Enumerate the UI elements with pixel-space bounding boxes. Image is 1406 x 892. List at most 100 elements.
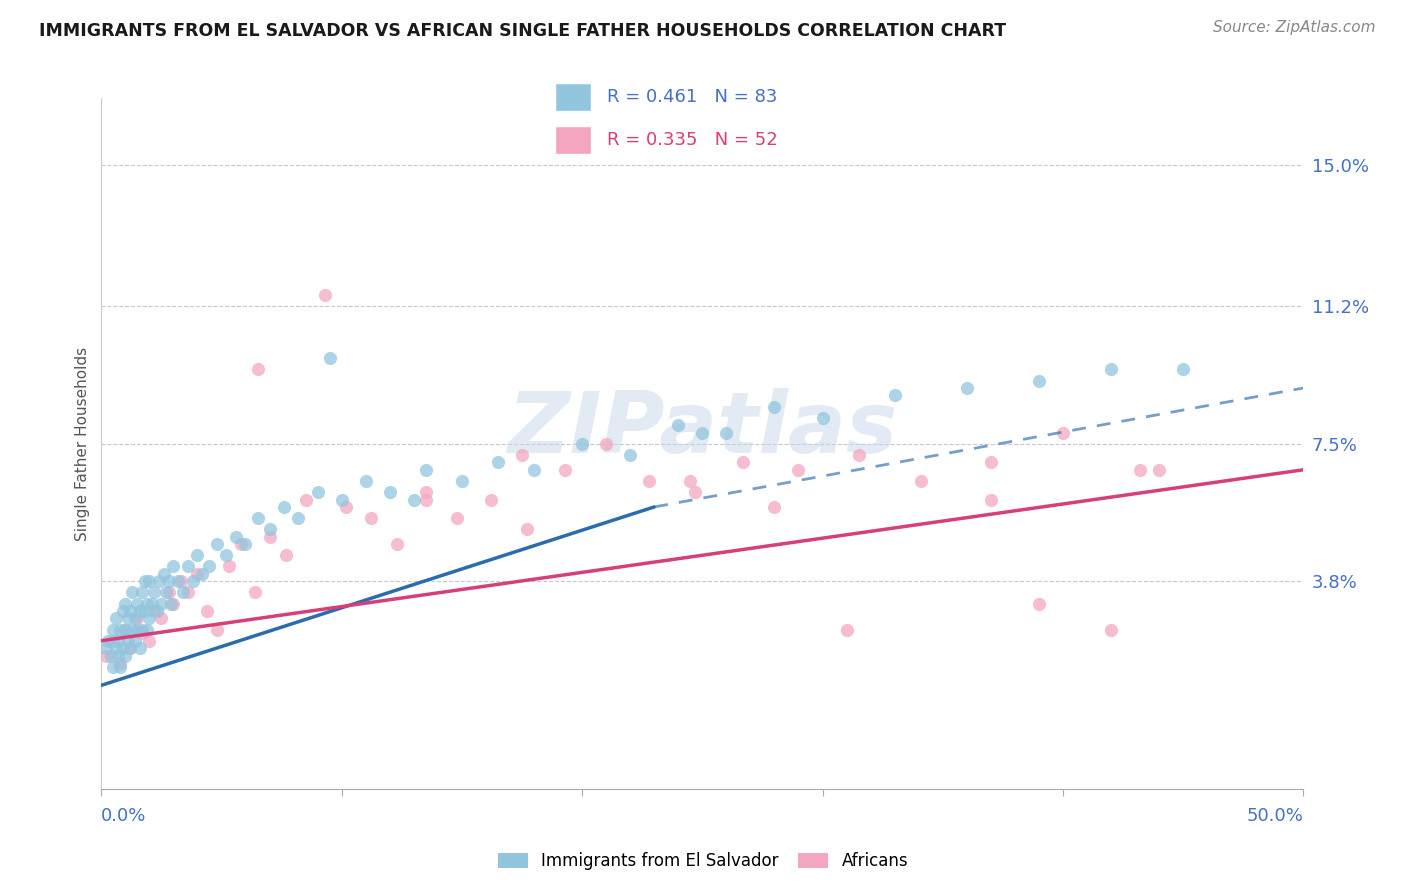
- Point: [205, 537, 228, 551]
- Point: [215, 548, 238, 563]
- Point: [1171, 362, 1194, 376]
- Point: [114, 648, 136, 663]
- Point: [110, 660, 132, 674]
- Point: [287, 511, 309, 525]
- Point: [169, 574, 191, 589]
- Text: ZIPatlas: ZIPatlas: [508, 388, 897, 472]
- Point: [385, 537, 408, 551]
- Point: [666, 418, 689, 433]
- Point: [186, 548, 208, 563]
- Point: [330, 492, 353, 507]
- Point: [259, 530, 281, 544]
- Point: [120, 641, 142, 656]
- Point: [486, 455, 509, 469]
- Point: [114, 623, 136, 637]
- Point: [157, 585, 180, 599]
- Point: [980, 455, 1002, 469]
- Point: [273, 500, 295, 514]
- Point: [415, 485, 437, 500]
- Point: [138, 574, 160, 589]
- Point: [733, 455, 755, 469]
- Point: [571, 437, 593, 451]
- Point: [354, 474, 377, 488]
- Point: [1052, 425, 1074, 440]
- Point: [198, 559, 221, 574]
- Point: [402, 492, 425, 507]
- FancyBboxPatch shape: [554, 126, 591, 153]
- Point: [155, 585, 177, 599]
- Point: [848, 448, 870, 462]
- Point: [138, 633, 160, 648]
- Point: [131, 585, 153, 599]
- Point: [1099, 623, 1122, 637]
- Point: [104, 641, 127, 656]
- Point: [910, 474, 932, 488]
- Point: [360, 511, 382, 525]
- Point: [167, 574, 190, 589]
- Point: [100, 648, 122, 663]
- Text: Source: ZipAtlas.com: Source: ZipAtlas.com: [1212, 20, 1375, 35]
- Point: [94, 648, 117, 663]
- Point: [114, 597, 136, 611]
- Point: [117, 611, 139, 625]
- Point: [1099, 362, 1122, 376]
- Point: [195, 604, 218, 618]
- Point: [638, 474, 661, 488]
- Point: [415, 463, 437, 477]
- Point: [110, 656, 132, 670]
- Point: [135, 597, 157, 611]
- Point: [177, 559, 200, 574]
- Point: [134, 604, 156, 618]
- Y-axis label: Single Father Households: Single Father Households: [75, 347, 90, 541]
- Point: [956, 381, 979, 395]
- Point: [335, 500, 357, 514]
- Point: [127, 611, 149, 625]
- Point: [191, 566, 214, 581]
- Point: [307, 485, 329, 500]
- Point: [107, 633, 129, 648]
- Point: [835, 623, 858, 637]
- Point: [619, 448, 641, 462]
- Point: [186, 566, 208, 581]
- Point: [177, 585, 200, 599]
- Point: [716, 425, 738, 440]
- Point: [294, 492, 316, 507]
- Point: [111, 604, 134, 618]
- Point: [162, 559, 184, 574]
- Point: [143, 585, 166, 599]
- Point: [124, 611, 146, 625]
- Point: [135, 623, 157, 637]
- Point: [145, 604, 167, 618]
- Point: [121, 585, 143, 599]
- Point: [117, 633, 139, 648]
- Point: [415, 492, 437, 507]
- Point: [97, 633, 120, 648]
- Point: [131, 626, 153, 640]
- Point: [120, 641, 142, 656]
- Point: [446, 511, 468, 525]
- Point: [225, 530, 247, 544]
- Point: [1028, 374, 1050, 388]
- Text: 0.0%: 0.0%: [101, 807, 146, 825]
- Point: [450, 474, 472, 488]
- Point: [103, 623, 125, 637]
- Point: [143, 604, 166, 618]
- Point: [690, 425, 713, 440]
- Point: [134, 574, 156, 589]
- Point: [157, 574, 180, 589]
- Point: [378, 485, 401, 500]
- Point: [128, 604, 150, 618]
- Point: [104, 611, 127, 625]
- Point: [121, 623, 143, 637]
- Point: [103, 633, 125, 648]
- Point: [172, 585, 194, 599]
- Point: [516, 522, 538, 536]
- Point: [811, 410, 834, 425]
- Point: [883, 388, 905, 402]
- Point: [1028, 597, 1050, 611]
- Point: [103, 660, 125, 674]
- Point: [523, 463, 546, 477]
- Point: [111, 641, 134, 656]
- Point: [160, 597, 183, 611]
- Point: [150, 597, 173, 611]
